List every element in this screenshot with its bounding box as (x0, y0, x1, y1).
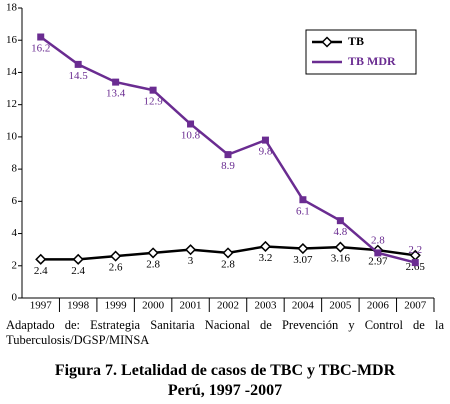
data-label: 2.4 (71, 265, 85, 277)
y-tick-label: 0 (12, 292, 18, 304)
x-tick-label: 2001 (180, 300, 202, 312)
data-label: 2.97 (368, 256, 388, 268)
point (72, 253, 84, 265)
chart: 0 2 4 6 8 10 12 14 16 18 1997 1998 1999 2000 2001 2002 2… (6, 2, 435, 312)
source-note: Adaptado de: Estrategia Sanitaria Nacion… (6, 318, 444, 347)
x-tick-label: 2003 (254, 300, 277, 312)
y-tick-label: 4 (12, 227, 18, 239)
point (184, 244, 197, 256)
data-label: 3 (188, 255, 194, 267)
data-label: 2.4 (34, 265, 48, 277)
x-tick-label: 2005 (329, 300, 352, 312)
y-tick-label: 2 (12, 259, 18, 271)
point (374, 249, 382, 257)
point (299, 196, 307, 204)
data-label: 9.8 (259, 146, 273, 158)
data-label: 13.4 (106, 88, 126, 100)
y-tick-label: 8 (12, 163, 18, 175)
point (187, 120, 195, 128)
legend-marker (321, 36, 333, 48)
x-tick-label: 2004 (292, 300, 315, 312)
x-tick-label: 2006 (367, 300, 390, 312)
y-tick-label: 14 (6, 66, 18, 78)
x-tick-label: 2002 (217, 300, 239, 312)
data-label: 2.8 (221, 258, 235, 270)
y-tick-label: 16 (6, 34, 18, 46)
point (334, 241, 346, 253)
y-tick-label: 10 (6, 130, 18, 142)
point (411, 259, 419, 267)
point (147, 247, 159, 259)
data-label: 3.2 (259, 252, 273, 264)
data-label: 4.8 (333, 226, 347, 238)
point (222, 247, 234, 259)
legend-box (305, 29, 417, 75)
x-tick-label: 2000 (142, 300, 165, 312)
data-label: 2.65 (406, 261, 426, 273)
x-tick-label: 2007 (404, 300, 427, 312)
y-tick-label: 18 (6, 2, 18, 14)
data-label: 16.2 (31, 43, 50, 55)
data-label: 2.8 (146, 258, 160, 270)
y-tick-label: 6 (12, 195, 18, 207)
data-label: 3.07 (293, 254, 313, 266)
data-label: 12.9 (143, 96, 163, 108)
point (149, 86, 157, 94)
point (297, 242, 309, 255)
legend-label: TB MDR (348, 54, 396, 68)
caption-line: Perú, 1997 -2007 (167, 382, 283, 399)
caption-line: Figura 7. Letalidad de casos de TBC y TB… (54, 362, 396, 379)
data-label: 8.9 (221, 160, 235, 172)
legend-label: TB (348, 34, 364, 48)
data-label: 2.6 (109, 262, 123, 274)
x-tick-label: 1999 (105, 300, 128, 312)
point (112, 78, 120, 86)
data-label: 3.16 (331, 253, 351, 265)
data-label: 2.8 (371, 234, 385, 246)
point (35, 253, 47, 265)
y-tick-label: 12 (6, 98, 17, 110)
x-tick-label: 1997 (30, 300, 53, 312)
point (110, 250, 122, 262)
point (336, 217, 344, 225)
point (37, 33, 45, 41)
point (259, 240, 272, 253)
point (261, 136, 269, 144)
data-label: 10.8 (181, 130, 201, 142)
x-tick-label: 1998 (67, 300, 90, 312)
point (224, 151, 232, 159)
data-label: 2.2 (408, 244, 422, 256)
data-label: 6.1 (296, 205, 310, 217)
point (74, 60, 82, 68)
data-label: 14.5 (69, 70, 89, 82)
